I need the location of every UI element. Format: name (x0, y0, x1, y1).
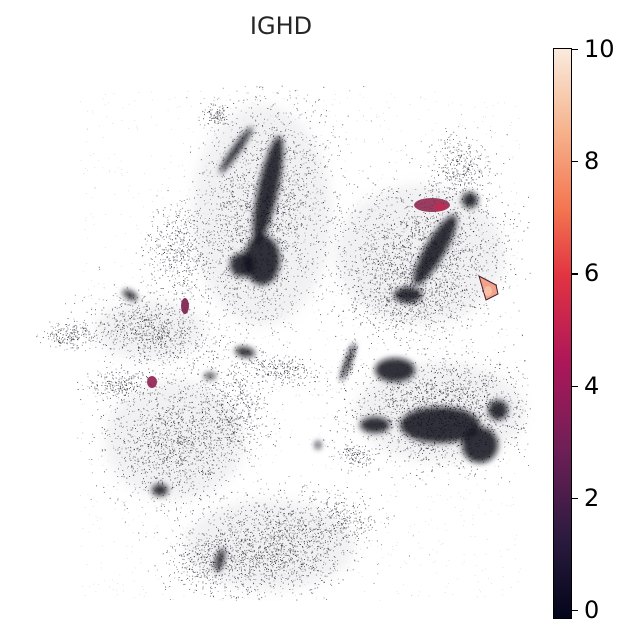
density-haze (95, 105, 525, 590)
colorbar-tick-label: 0 (584, 598, 599, 622)
colorbar-tick (572, 273, 578, 274)
colorbar-tick-label: 10 (584, 37, 615, 61)
colorbar-gradient (554, 49, 571, 618)
colorbar-tick-label: 2 (584, 486, 599, 510)
colorbar-tick (572, 610, 578, 611)
hot-spot (434, 203, 446, 211)
colorbar-tick (572, 161, 578, 162)
hot-spot (484, 286, 492, 296)
colorbar-tick-label: 8 (584, 149, 599, 173)
chart-title: IGHD (0, 12, 562, 40)
colorbar-tick-label: 4 (584, 374, 599, 398)
colorbar-tick (572, 49, 578, 50)
hot-spot (147, 376, 157, 388)
colorbar (553, 48, 572, 619)
colorbar-tick (572, 498, 578, 499)
hot-spot (181, 298, 189, 314)
colorbar-tick-label: 6 (584, 261, 599, 285)
colorbar-tick (572, 386, 578, 387)
